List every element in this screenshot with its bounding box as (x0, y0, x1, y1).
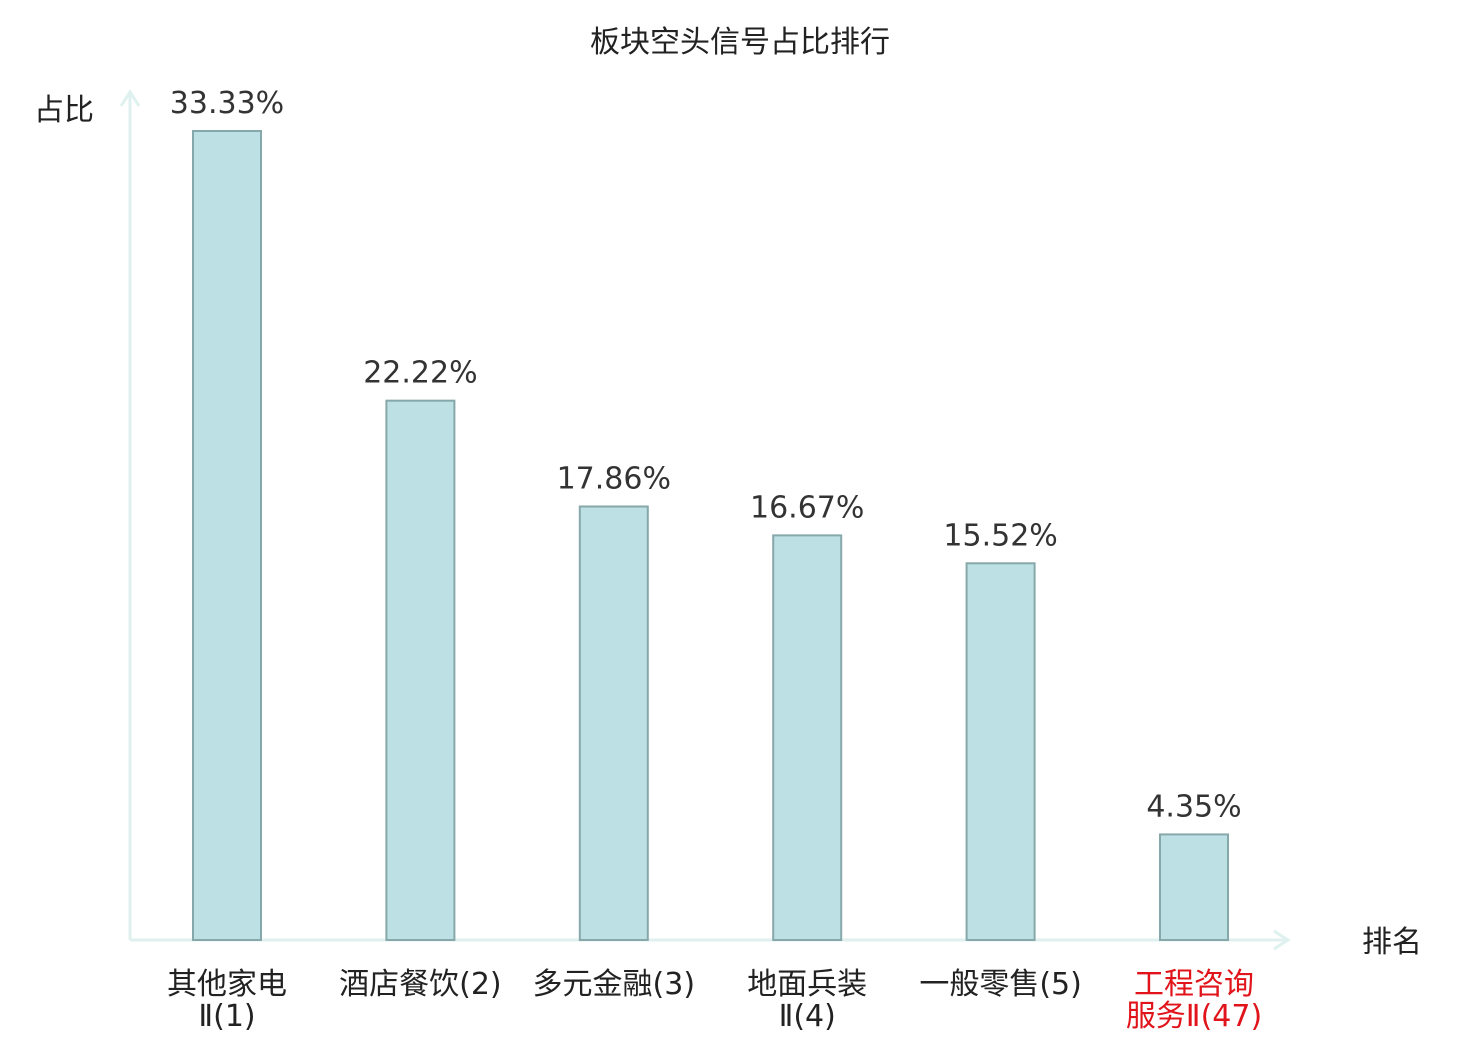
x-axis-label: 排名 (1362, 925, 1422, 960)
value-label: 15.52% (943, 518, 1057, 553)
category-label: 地面兵装 (747, 967, 867, 1002)
x-axis-arrow (1273, 929, 1291, 951)
value-label: 22.22% (363, 356, 477, 391)
bar (385, 399, 456, 941)
category-label: 其他家电 (167, 967, 287, 1002)
category-label: Ⅱ(4) (779, 999, 836, 1034)
category-label: 一般零售(5) (919, 967, 1082, 1002)
bar (578, 505, 649, 941)
bar (965, 562, 1036, 941)
y-axis-arrow (119, 89, 141, 107)
axes (119, 89, 1291, 951)
value-label: 17.86% (557, 461, 671, 496)
bar (192, 130, 262, 941)
bar (772, 534, 843, 942)
bar (1159, 833, 1229, 941)
value-label: 16.67% (750, 490, 864, 525)
category-label: Ⅱ(1) (198, 999, 255, 1034)
category-label: 多元金融(3) (533, 967, 696, 1002)
value-label: 33.33% (170, 86, 284, 121)
y-axis-label: 占比 (34, 93, 94, 128)
value-label: 4.35% (1146, 789, 1241, 824)
bars-group (192, 130, 1229, 942)
chart-title: 板块空头信号占比排行 (590, 25, 890, 60)
category-label: 酒店餐饮(2) (339, 967, 502, 1002)
category-label: 服务Ⅱ(47) (1126, 999, 1262, 1034)
value-labels-group: 33.33% 22.22% 17.86% 16.67% 15.52% 4.35% (170, 86, 1242, 824)
category-label: 工程咨询 (1134, 967, 1254, 1002)
